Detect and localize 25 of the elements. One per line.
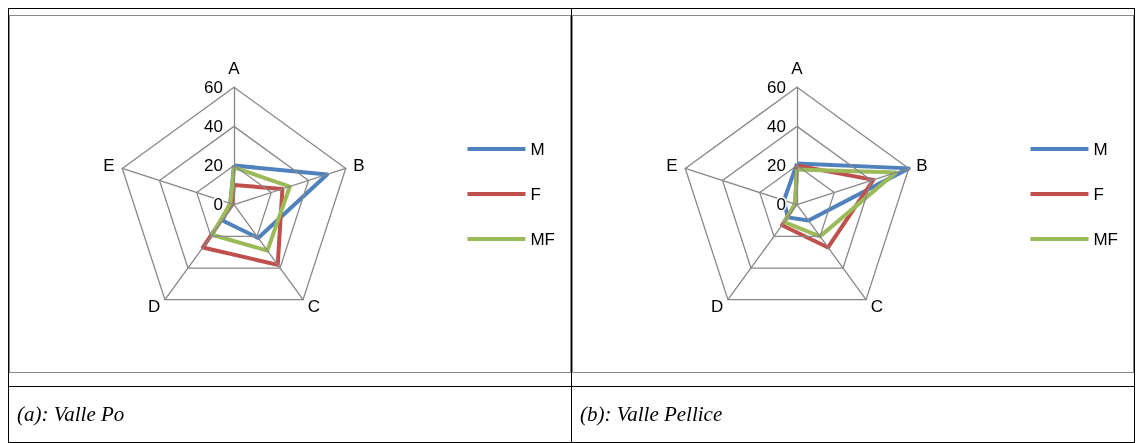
y-tick-label: 40 [204, 116, 223, 136]
legend-label: MF [1093, 229, 1118, 249]
y-tick-label: 20 [204, 156, 223, 176]
legend-label: F [1093, 184, 1104, 204]
spoke-label: B [916, 156, 928, 176]
spoke-label: D [147, 296, 161, 316]
legend-label: F [530, 184, 541, 204]
text: (b): Valle Pellice [580, 402, 724, 427]
spoke-label: B [353, 156, 365, 176]
spoke-label: E [666, 156, 678, 176]
text: (a): Valle Po [17, 402, 126, 427]
spoke-label: A [791, 59, 804, 79]
spoke-label: C [870, 296, 884, 316]
spoke-label: D [710, 296, 724, 316]
legend-label: MF [530, 229, 555, 249]
legend-label: M [530, 139, 545, 159]
y-tick-label: 20 [767, 156, 786, 176]
spoke-label: E [103, 156, 115, 176]
legend-label: M [1093, 139, 1108, 159]
spoke-label: C [307, 296, 321, 316]
y-tick-label: 40 [767, 116, 786, 136]
spoke-label: A [228, 59, 241, 79]
y-tick-label: 60 [767, 77, 786, 97]
y-tick-label: 60 [204, 77, 223, 97]
y-tick-label: 0 [213, 195, 223, 215]
